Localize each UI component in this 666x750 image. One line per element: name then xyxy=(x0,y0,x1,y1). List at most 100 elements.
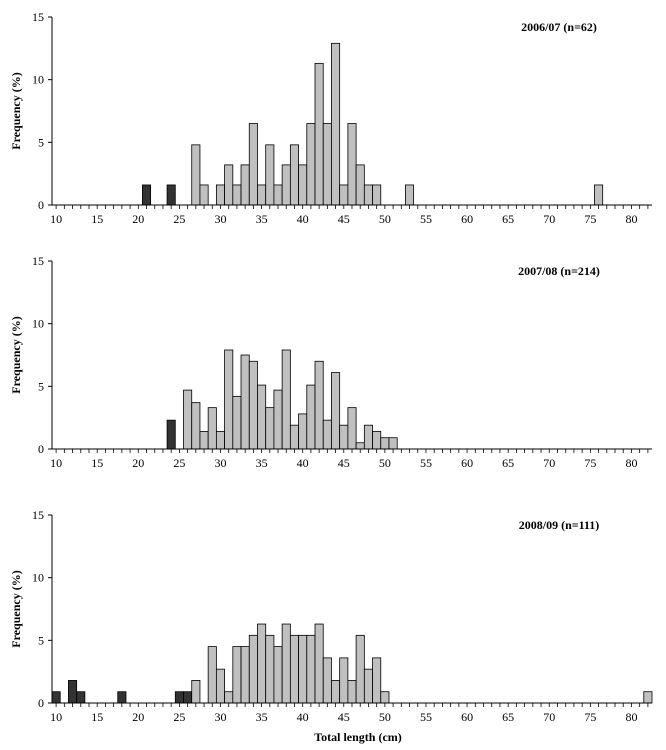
x-tick-label: 35 xyxy=(256,456,268,470)
bar xyxy=(257,623,267,704)
x-tick-label: 65 xyxy=(502,456,514,470)
x-tick-label: 10 xyxy=(50,456,62,470)
bar xyxy=(191,680,201,704)
y-axis-title: Frequency (%) xyxy=(9,316,23,393)
bar xyxy=(207,407,217,450)
bar xyxy=(306,384,316,450)
bar xyxy=(257,384,267,450)
bar xyxy=(306,123,316,206)
bar xyxy=(183,389,193,450)
x-tick-label: 10 xyxy=(50,212,62,226)
bar xyxy=(339,657,349,704)
chart-panel: 0 5 10 15 10 15 20 25 30 35 40 45 50 55 60 65 70 75 80 Freq… xyxy=(9,254,652,470)
x-tick-label: 60 xyxy=(461,456,473,470)
bar xyxy=(191,144,201,206)
bar xyxy=(355,164,365,206)
bar xyxy=(289,144,299,206)
y-tick-label: 0 xyxy=(38,696,44,710)
chart-panel: 0 5 10 15 10 15 20 25 30 35 40 45 50 55 60 65 70 75 80 Freq… xyxy=(9,508,653,724)
bar xyxy=(331,42,341,206)
panel-title: 2006/07 (n=62) xyxy=(521,20,597,34)
bar xyxy=(372,657,382,704)
bar xyxy=(215,431,226,450)
x-tick-label: 15 xyxy=(91,212,103,226)
x-tick-label: 80 xyxy=(625,456,637,470)
bar xyxy=(240,354,250,450)
bar xyxy=(68,680,78,704)
bar xyxy=(388,437,398,450)
x-tick-label: 20 xyxy=(132,710,144,724)
x-axis-title: Total length (cm) xyxy=(314,730,402,744)
x-tick-label: 25 xyxy=(173,710,185,724)
bar xyxy=(273,646,283,704)
bar xyxy=(248,360,258,450)
y-tick-label: 0 xyxy=(38,198,44,212)
x-tick-label: 55 xyxy=(420,456,432,470)
x-tick-label: 65 xyxy=(502,710,514,724)
bar xyxy=(273,184,283,206)
bar xyxy=(51,691,61,704)
x-tick-label: 60 xyxy=(461,212,473,226)
x-tick-label: 45 xyxy=(338,710,350,724)
bar xyxy=(339,424,349,450)
x-tick-label: 15 xyxy=(91,710,103,724)
bar xyxy=(643,691,653,704)
bar xyxy=(322,419,332,450)
x-tick-label: 20 xyxy=(132,456,144,470)
bar xyxy=(76,691,86,704)
bar xyxy=(289,424,299,450)
bar xyxy=(289,634,299,704)
bar xyxy=(265,634,275,704)
bar xyxy=(265,407,275,450)
bar xyxy=(117,691,127,704)
x-tick-label: 65 xyxy=(502,212,514,226)
bar xyxy=(232,646,242,704)
bar xyxy=(331,372,341,450)
x-tick-label: 30 xyxy=(214,456,226,470)
bar xyxy=(166,184,176,206)
bar xyxy=(347,407,357,450)
bar xyxy=(347,680,357,704)
x-tick-label: 20 xyxy=(132,212,144,226)
bar xyxy=(224,349,234,450)
y-tick-label: 15 xyxy=(32,254,44,268)
bar xyxy=(380,437,390,450)
bar xyxy=(314,360,324,450)
x-tick-label: 50 xyxy=(379,456,391,470)
bar xyxy=(347,123,357,206)
x-tick-label: 35 xyxy=(256,710,268,724)
bar xyxy=(363,424,373,450)
bar xyxy=(322,123,332,206)
chart-panel: 0 5 10 15 10 15 20 25 30 35 40 45 50 55 60 65 70 75 80 Freq… xyxy=(9,10,652,226)
bar xyxy=(248,123,258,206)
x-tick-label: 35 xyxy=(256,212,268,226)
x-tick-label: 40 xyxy=(297,710,309,724)
bar xyxy=(248,634,258,704)
panel-title: 2007/08 (n=214) xyxy=(518,264,600,278)
bar xyxy=(380,691,390,704)
bar xyxy=(281,349,291,450)
y-tick-label: 0 xyxy=(38,442,44,456)
x-tick-label: 70 xyxy=(543,456,555,470)
panel-title: 2008/09 (n=111) xyxy=(519,518,600,532)
bar xyxy=(339,184,349,206)
bar xyxy=(215,668,226,704)
y-tick-label: 5 xyxy=(38,379,44,393)
bar xyxy=(372,431,382,450)
bar xyxy=(298,634,308,704)
x-tick-label: 60 xyxy=(461,710,473,724)
bar xyxy=(232,184,242,206)
y-tick-label: 5 xyxy=(38,633,44,647)
x-tick-label: 15 xyxy=(91,456,103,470)
x-tick-label: 25 xyxy=(173,456,185,470)
bar xyxy=(257,184,267,206)
x-tick-label: 70 xyxy=(543,212,555,226)
x-tick-label: 25 xyxy=(173,212,185,226)
bar xyxy=(298,413,308,450)
y-tick-label: 15 xyxy=(32,508,44,522)
x-tick-label: 75 xyxy=(584,212,596,226)
x-tick-label: 40 xyxy=(297,212,309,226)
bar xyxy=(314,62,324,206)
bar xyxy=(191,402,201,450)
